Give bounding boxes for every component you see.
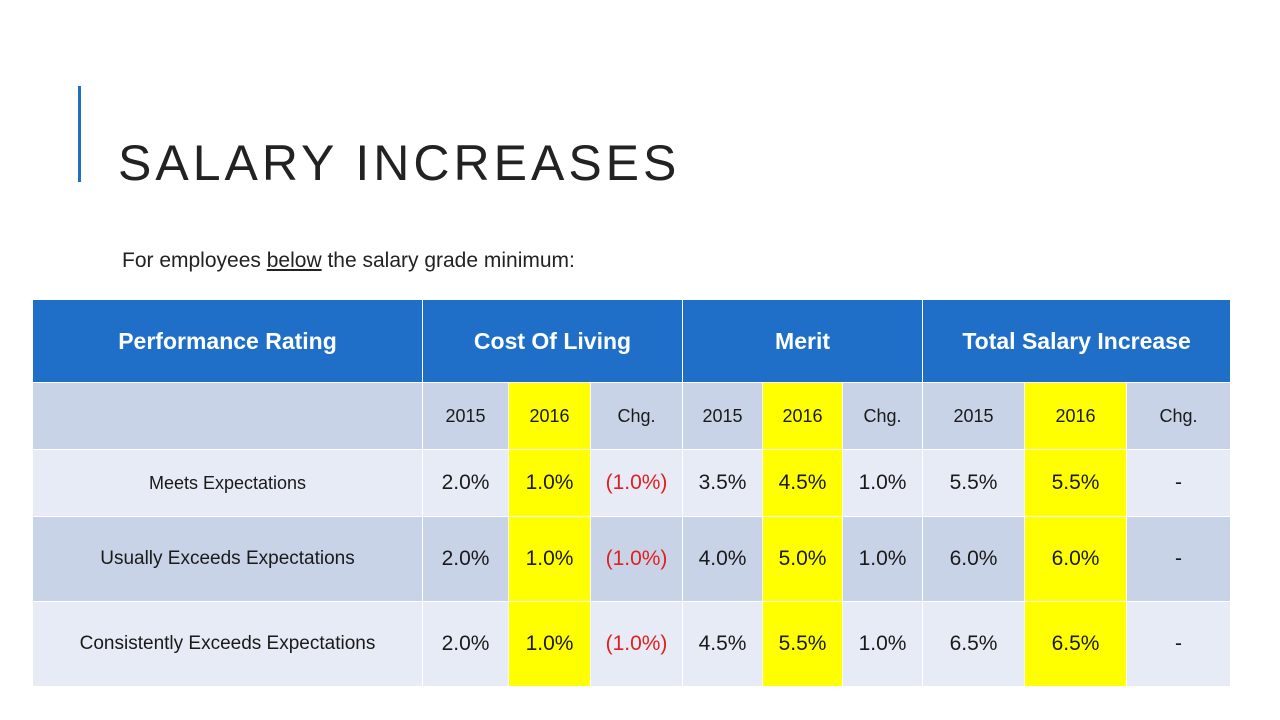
table-cell: 6.0% [1024, 516, 1128, 602]
table-cell: - [1126, 449, 1232, 517]
total-col-chg: Chg. [1126, 382, 1232, 450]
caption-emphasis: below [266, 249, 322, 272]
table-cell: 5.5% [922, 449, 1026, 517]
table-cell: 2.0% [422, 516, 509, 602]
caption-suffix: the salary grade minimum: [321, 249, 575, 272]
header-performance-rating: Performance Rating [32, 299, 423, 383]
table-cell: 1.0% [508, 449, 591, 517]
table-cell: 1.0% [842, 601, 924, 687]
table-cell: 5.5% [762, 601, 844, 687]
table-cell: - [1126, 516, 1232, 602]
table-row: Consistently Exceeds Expectations 2.0% 1… [32, 601, 1232, 687]
table-cell: - [1126, 601, 1232, 687]
table-cell: 3.5% [682, 449, 764, 517]
table-cell: 5.5% [1024, 449, 1128, 517]
page-title: SALARY INCREASES [118, 134, 681, 191]
table-cell: 4.5% [682, 601, 764, 687]
table-cell: (1.0%) [589, 601, 684, 687]
rating-label: Usually Exceeds Expectations [32, 516, 423, 602]
caption-prefix: For employees [122, 249, 267, 272]
merit-col-chg: Chg. [842, 382, 924, 450]
table-cell: 1.0% [842, 449, 924, 517]
table-cell: 6.5% [922, 601, 1026, 687]
total-col-2016: 2016 [1024, 382, 1128, 450]
table-cell: 1.0% [508, 516, 591, 602]
header-total-salary-increase: Total Salary Increase [922, 299, 1232, 383]
header-cost-of-living: Cost Of Living [421, 299, 684, 383]
table-cell: 6.5% [1024, 601, 1128, 687]
rating-label: Consistently Exceeds Expectations [32, 601, 423, 687]
year-row-blank [32, 382, 423, 450]
table-cell: (1.0%) [589, 449, 684, 517]
year-row: 2015 2016 Chg. 2015 2016 Chg. 2015 2016 … [32, 382, 1232, 450]
salary-increase-table: Performance Rating Cost Of Living Merit … [32, 299, 1232, 687]
table-cell: 1.0% [508, 601, 591, 687]
total-col-2015: 2015 [922, 382, 1026, 450]
col-col-chg: Chg. [589, 382, 684, 450]
table-caption: For employees below the salary grade min… [122, 248, 575, 273]
table-cell: 5.0% [762, 516, 844, 602]
table-cell: 2.0% [422, 601, 509, 687]
col-col-2015: 2015 [422, 382, 509, 450]
table-cell: (1.0%) [589, 516, 684, 602]
merit-col-2015: 2015 [682, 382, 764, 450]
table-row: Usually Exceeds Expectations 2.0% 1.0% (… [32, 516, 1232, 602]
col-col-2016: 2016 [508, 382, 591, 450]
table-cell: 2.0% [422, 449, 509, 517]
table-row: Meets Expectations 2.0% 1.0% (1.0%) 3.5%… [32, 449, 1232, 517]
merit-col-2016: 2016 [762, 382, 844, 450]
table-cell: 4.0% [682, 516, 764, 602]
rating-label: Meets Expectations [32, 449, 423, 517]
table-cell: 6.0% [922, 516, 1026, 602]
title-accent-bar [78, 86, 81, 182]
header-merit: Merit [682, 299, 924, 383]
header-row: Performance Rating Cost Of Living Merit … [32, 299, 1232, 383]
table-cell: 1.0% [842, 516, 924, 602]
table-cell: 4.5% [762, 449, 844, 517]
